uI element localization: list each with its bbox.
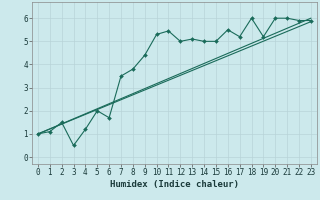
X-axis label: Humidex (Indice chaleur): Humidex (Indice chaleur)	[110, 180, 239, 189]
